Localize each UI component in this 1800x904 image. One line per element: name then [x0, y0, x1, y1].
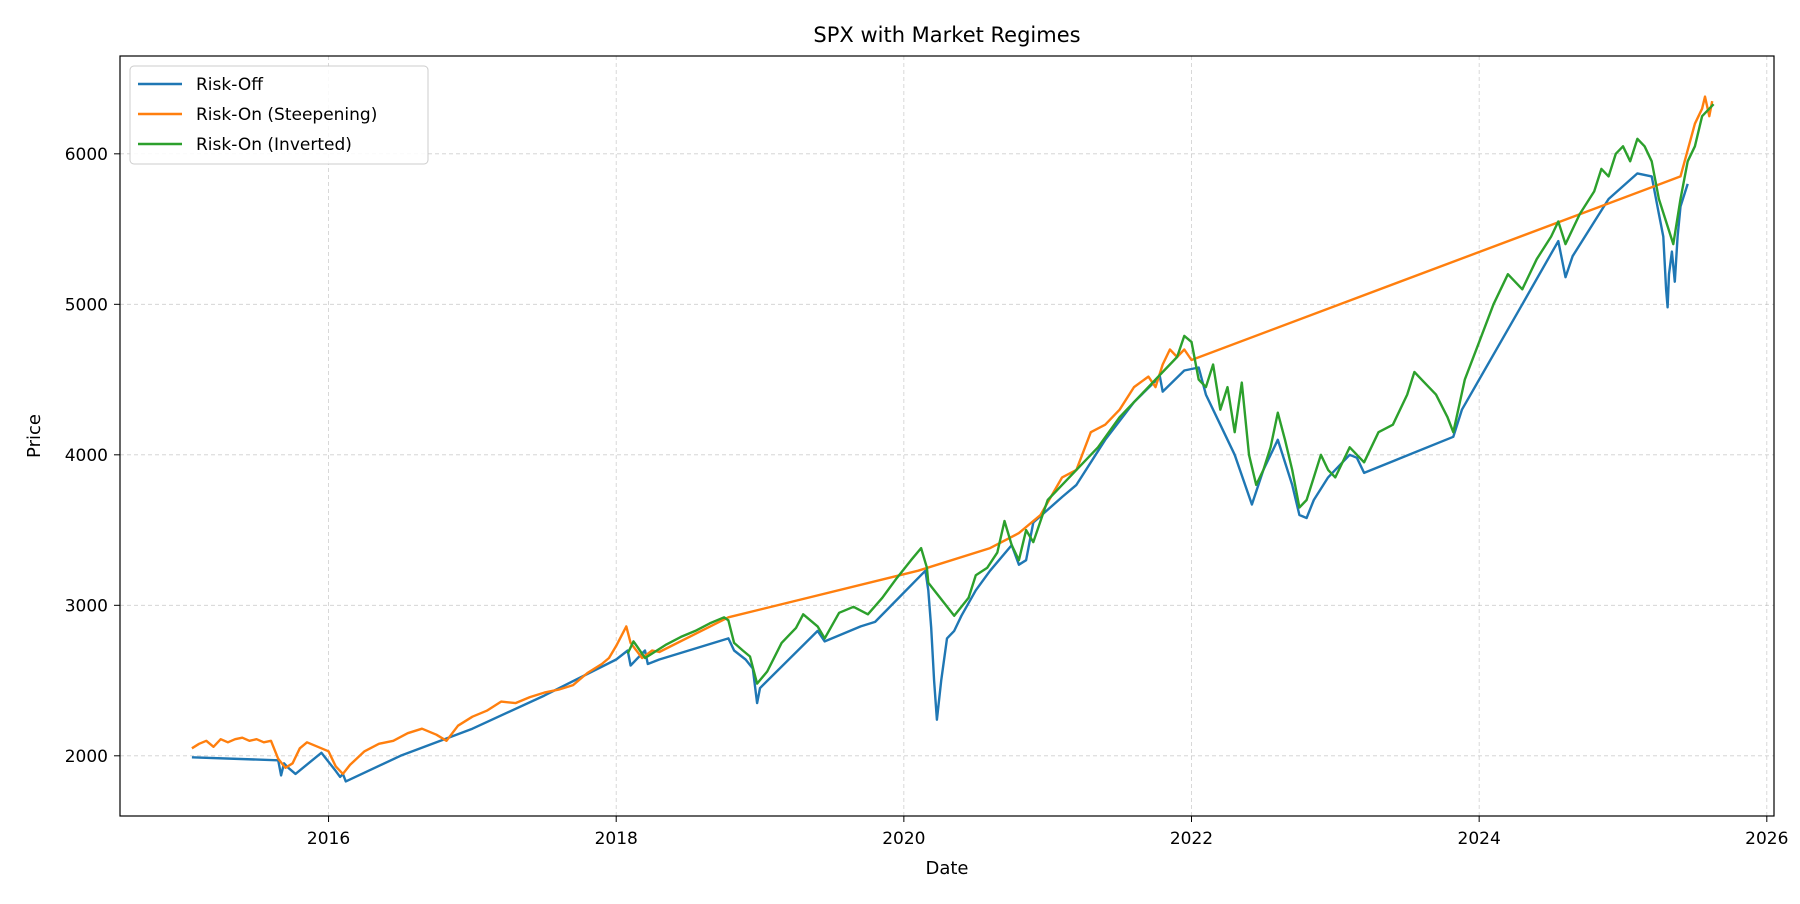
y-tick-label: 2000 — [65, 747, 108, 767]
y-tick-label: 4000 — [65, 446, 108, 466]
y-tick-label: 3000 — [65, 596, 108, 616]
series-line-risk-on-steepening — [191, 95, 1714, 776]
y-axis: 2000 3000 4000 5000 6000 — [65, 145, 120, 767]
x-tick-label: 2020 — [882, 829, 925, 849]
y-tick-label: 6000 — [65, 145, 108, 165]
x-tick-label: 2018 — [595, 829, 638, 849]
legend: Risk-Off Risk-On (Steepening) Risk-On (I… — [129, 65, 429, 165]
x-axis-label: Date — [925, 858, 968, 879]
chart-title: SPX with Market Regimes — [813, 23, 1080, 47]
legend-label-risk-on-inverted: Risk-On (Inverted) — [196, 135, 352, 155]
x-axis: 2016 2018 2020 2022 2024 2026 — [307, 816, 1788, 849]
x-tick-label: 2016 — [307, 829, 350, 849]
series-line-risk-off — [191, 172, 1689, 783]
y-axis-label: Price — [24, 414, 45, 458]
x-tick-label: 2022 — [1170, 829, 1213, 849]
legend-label-risk-on-steepening: Risk-On (Steepening) — [196, 105, 377, 125]
grid — [120, 56, 1774, 816]
plot-frame — [119, 55, 1775, 817]
series-line-risk-on-inverted — [626, 103, 1715, 685]
x-tick-label: 2026 — [1745, 829, 1788, 849]
legend-label-risk-off: Risk-Off — [196, 75, 264, 95]
y-tick-label: 5000 — [65, 295, 108, 315]
series-layer — [191, 95, 1715, 783]
legend-box — [129, 65, 429, 165]
x-tick-label: 2024 — [1458, 829, 1501, 849]
